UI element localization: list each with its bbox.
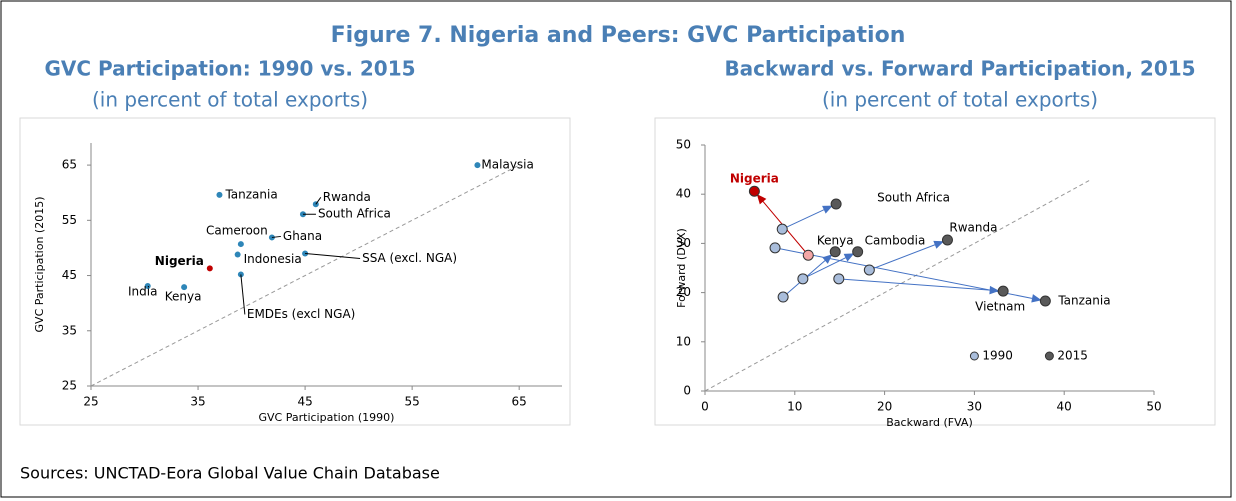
legend-label: 2015: [1057, 349, 1088, 363]
x-tick-label: 40: [1057, 400, 1072, 414]
y-tick-label: 0: [683, 384, 691, 398]
point-label: Indonesia: [244, 252, 302, 266]
point: [206, 265, 213, 272]
x-axis-label: Backward (FVA): [886, 416, 973, 429]
y-tick-label: 10: [676, 334, 691, 348]
point-label: Tanzania: [224, 187, 277, 201]
chart-title: GVC Participation: 1990 vs. 2015: [44, 57, 415, 81]
point: [833, 273, 845, 285]
point: [144, 283, 151, 290]
point-label: SSA (excl. NGA): [362, 251, 457, 265]
point: [216, 191, 223, 198]
point-label: South Africa: [877, 191, 950, 205]
arrow: [786, 205, 833, 228]
figure-title: Figure 7. Nigeria and Peers: GVC Partici…: [331, 23, 906, 48]
point: [776, 223, 788, 235]
point: [1039, 295, 1051, 307]
y-axis-label: GVC Participation (2015): [33, 197, 46, 333]
point-label: Vietnam: [975, 300, 1025, 314]
y-tick-label: 30: [676, 236, 691, 250]
x-tick-label: 0: [701, 400, 709, 414]
point: [797, 273, 809, 285]
panel-border: [19, 117, 571, 426]
point-label: Kenya: [817, 233, 854, 247]
y-tick-label: 50: [676, 138, 691, 152]
panel-border: [654, 117, 1216, 426]
arrow: [786, 254, 833, 295]
arrow: [843, 278, 1000, 295]
x-axis-label: GVC Participation (1990): [259, 411, 395, 424]
x-tick-label: 45: [297, 395, 312, 409]
point-label: Kenya: [165, 290, 202, 304]
point: [769, 242, 781, 254]
point: [237, 241, 244, 248]
x-tick-label: 50: [1146, 400, 1161, 414]
point: [181, 284, 188, 291]
point-label: Nigeria: [730, 172, 779, 186]
point-label: Ghana: [283, 229, 322, 243]
y-tick-label: 65: [62, 158, 77, 172]
arrow: [756, 194, 806, 252]
point: [474, 162, 481, 169]
point-label: Malaysia: [481, 158, 533, 172]
point-label: Cameroon: [206, 224, 268, 238]
point-label: Rwanda: [323, 190, 371, 204]
point: [863, 264, 875, 276]
x-tick-label: 65: [512, 395, 527, 409]
y-axis-label: Forward (DVX): [675, 228, 688, 308]
y-tick-label: 55: [62, 213, 77, 227]
arrow: [807, 253, 855, 278]
leader-line: [305, 252, 361, 259]
point: [802, 249, 814, 261]
leader-line: [315, 197, 322, 205]
x-tick-label: 55: [404, 395, 419, 409]
point: [777, 291, 789, 303]
y-tick-label: 20: [676, 285, 691, 299]
chart-subtitle: (in percent of total exports): [92, 88, 368, 112]
x-tick-label: 20: [877, 400, 892, 414]
leader-line: [271, 235, 281, 238]
reference-diagonal: [704, 179, 1092, 392]
point-label: Nigeria: [155, 254, 204, 268]
point: [748, 185, 760, 197]
legend-marker: [1044, 351, 1054, 361]
y-tick-label: 35: [62, 323, 77, 337]
point-label: South Africa: [318, 207, 391, 221]
y-tick-label: 40: [676, 187, 691, 201]
point-label: Tanzania: [1057, 293, 1110, 307]
point: [234, 251, 241, 258]
chart-title: Backward vs. Forward Participation, 2015: [724, 57, 1195, 81]
point: [829, 246, 841, 258]
point-label: EMDEs (excl NGA): [247, 307, 355, 321]
x-tick-label: 10: [787, 400, 802, 414]
x-tick-label: 25: [83, 395, 98, 409]
point-label: India: [128, 285, 157, 299]
y-tick-label: 45: [62, 268, 77, 282]
point-label: Cambodia: [865, 233, 926, 247]
reference-diagonal: [90, 164, 520, 387]
x-tick-label: 35: [190, 395, 205, 409]
x-tick-label: 30: [967, 400, 982, 414]
source-note: Sources: UNCTAD-Eora Global Value Chain …: [20, 464, 440, 483]
point: [997, 285, 1009, 297]
y-tick-label: 25: [62, 379, 77, 393]
point: [941, 234, 953, 246]
point: [852, 246, 864, 258]
point-label: Rwanda: [949, 220, 997, 234]
leader-line: [240, 274, 246, 315]
chart-subtitle: (in percent of total exports): [822, 88, 1098, 112]
arrow: [873, 240, 944, 269]
point: [302, 250, 309, 257]
legend-label: 1990: [982, 349, 1013, 363]
point: [830, 198, 842, 210]
legend-marker: [969, 351, 979, 361]
